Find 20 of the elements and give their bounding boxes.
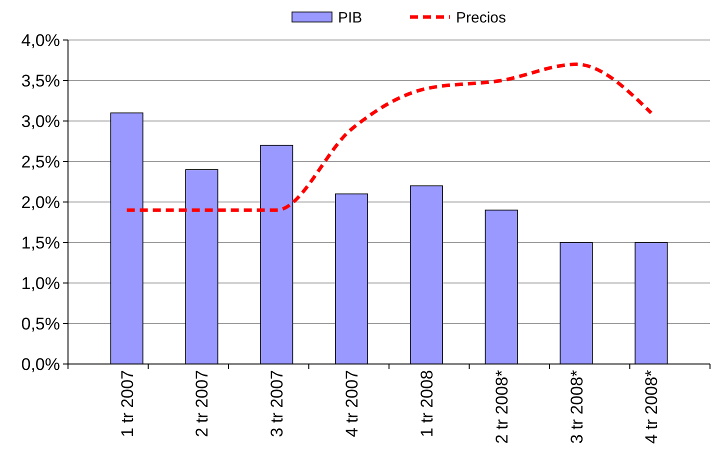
y-tick-label: 3,5% [21, 71, 60, 90]
x-tick-label: 2 tr 2008* [492, 370, 512, 444]
y-tick-label: 4,0% [21, 30, 60, 50]
y-tick-label: 3,0% [21, 112, 60, 131]
x-tick-label: 4 tr 2008* [642, 370, 662, 444]
x-tick-label: 2 tr 2007 [192, 370, 212, 438]
y-tick-label: 2,0% [21, 192, 60, 212]
x-tick-label: 3 tr 2008* [567, 370, 586, 444]
x-tick-label: 4 tr 2007 [342, 370, 362, 438]
y-tick-label: 0,5% [21, 314, 60, 334]
y-tick-label: 0,0% [21, 354, 60, 374]
legend-label: PIB [338, 10, 362, 26]
y-tick-label: 2,5% [21, 152, 60, 172]
line-series [125, 62, 653, 212]
x-tick-label: 1 tr 2008 [417, 370, 436, 438]
x-tick-label: 3 tr 2007 [268, 370, 287, 438]
y-tick-label: 1,5% [21, 233, 60, 252]
x-tick-label: 1 tr 2007 [118, 370, 137, 438]
legend-label: Precios [456, 10, 506, 26]
y-tick-label: 1,0% [21, 274, 60, 293]
